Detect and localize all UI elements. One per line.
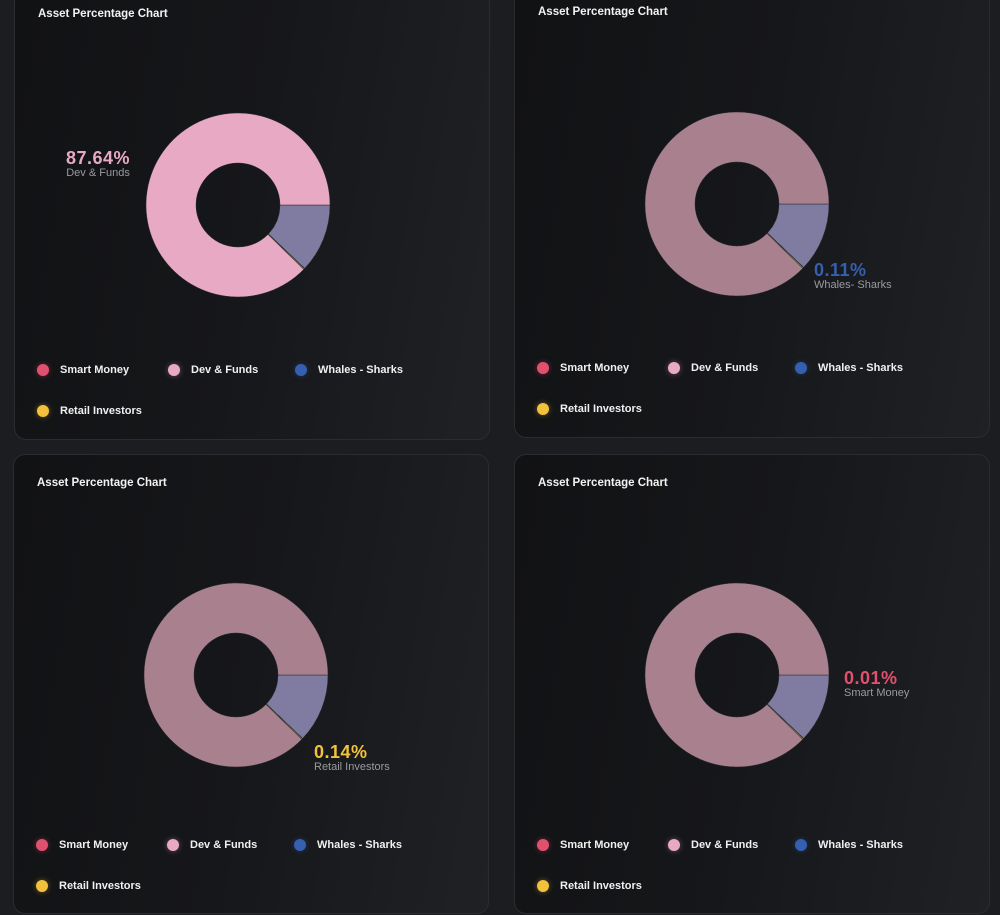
legend-dot-icon: [537, 839, 549, 851]
legend-dot-icon: [795, 362, 807, 374]
legend-dot-icon: [537, 880, 549, 892]
legend-label: Dev & Funds: [191, 364, 259, 376]
highlight-label: 0.14% Retail Investors: [314, 743, 390, 773]
legend-item-smart-money[interactable]: Smart Money: [537, 839, 629, 851]
legend-label: Whales - Sharks: [818, 839, 903, 851]
legend-label: Retail Investors: [60, 405, 142, 417]
legend-dot-icon: [295, 364, 307, 376]
legend-label: Dev & Funds: [691, 362, 759, 374]
highlight-value: 87.64%: [66, 148, 131, 168]
donut-chart: [145, 112, 331, 298]
legend-item-dev-funds[interactable]: Dev & Funds: [668, 362, 758, 374]
legend-dot-icon: [37, 364, 49, 376]
asset-chart-card: Asset Percentage Chart 87.64% Dev & Funds S…: [14, 0, 490, 440]
legend-dot-icon: [168, 364, 180, 376]
legend-dot-icon: [795, 839, 807, 851]
legend-dot-icon: [537, 362, 549, 374]
legend-item-whales-sharks[interactable]: Whales - Sharks: [295, 364, 403, 376]
legend-dot-icon: [37, 405, 49, 417]
legend-item-retail[interactable]: Retail Investors: [37, 405, 142, 417]
asset-chart-card: Asset Percentage Chart 0.14% Retail Invest…: [13, 454, 489, 914]
highlight-value: 0.14%: [314, 742, 368, 762]
legend-item-retail[interactable]: Retail Investors: [537, 403, 642, 415]
legend-dot-icon: [294, 839, 306, 851]
donut-chart: [644, 111, 830, 297]
legend-item-smart-money[interactable]: Smart Money: [537, 362, 629, 374]
slice-dev-funds[interactable]: [644, 111, 830, 297]
legend-label: Whales - Sharks: [318, 364, 403, 376]
legend-item-retail[interactable]: Retail Investors: [537, 880, 642, 892]
highlight-category: Retail Investors: [314, 760, 390, 773]
legend-label: Retail Investors: [59, 880, 141, 892]
legend-dot-icon: [537, 403, 549, 415]
highlight-label: 0.11% Whales- Sharks: [814, 261, 892, 291]
legend-label: Smart Money: [60, 364, 130, 376]
legend-dot-icon: [668, 839, 680, 851]
chart-title: Asset Percentage Chart: [37, 477, 167, 489]
legend-item-smart-money[interactable]: Smart Money: [36, 839, 128, 851]
legend-dot-icon: [668, 362, 680, 374]
asset-chart-card: Asset Percentage Chart 0.11% Whales- Shark…: [514, 0, 990, 438]
legend-label: Dev & Funds: [691, 839, 759, 851]
slice-dev-funds[interactable]: [644, 582, 830, 768]
highlight-value: 0.01%: [844, 668, 898, 688]
legend-item-dev-funds[interactable]: Dev & Funds: [668, 839, 758, 851]
legend-item-whales-sharks[interactable]: Whales - Sharks: [294, 839, 402, 851]
legend-label: Retail Investors: [560, 880, 642, 892]
legend-item-retail[interactable]: Retail Investors: [36, 880, 141, 892]
legend-dot-icon: [36, 839, 48, 851]
legend-item-whales-sharks[interactable]: Whales - Sharks: [795, 839, 903, 851]
legend-label: Smart Money: [59, 839, 129, 851]
slice-dev-funds[interactable]: [143, 582, 329, 768]
legend-item-whales-sharks[interactable]: Whales - Sharks: [795, 362, 903, 374]
donut-chart: [143, 582, 329, 768]
asset-chart-card: Asset Percentage Chart 0.01% Smart Money Sm…: [514, 454, 990, 914]
legend-label: Retail Investors: [560, 403, 642, 415]
legend-label: Whales - Sharks: [317, 839, 402, 851]
chart-title: Asset Percentage Chart: [538, 477, 668, 489]
legend-dot-icon: [36, 880, 48, 892]
legend-label: Whales - Sharks: [818, 362, 903, 374]
highlight-label: 87.64% Dev & Funds: [66, 149, 130, 179]
highlight-category: Dev & Funds: [66, 166, 130, 179]
legend-item-smart-money[interactable]: Smart Money: [37, 364, 129, 376]
chart-title: Asset Percentage Chart: [38, 8, 168, 20]
legend-item-dev-funds[interactable]: Dev & Funds: [168, 364, 258, 376]
highlight-label: 0.01% Smart Money: [844, 669, 909, 699]
donut-chart: [644, 582, 830, 768]
highlight-category: Smart Money: [844, 686, 910, 699]
legend-dot-icon: [167, 839, 179, 851]
legend-item-dev-funds[interactable]: Dev & Funds: [167, 839, 257, 851]
legend-label: Dev & Funds: [190, 839, 258, 851]
highlight-category: Whales- Sharks: [814, 278, 892, 291]
chart-title: Asset Percentage Chart: [538, 6, 668, 18]
highlight-value: 0.11%: [814, 260, 867, 280]
slice-dev-funds[interactable]: [145, 112, 331, 298]
legend-label: Smart Money: [560, 362, 630, 374]
legend-label: Smart Money: [560, 839, 630, 851]
